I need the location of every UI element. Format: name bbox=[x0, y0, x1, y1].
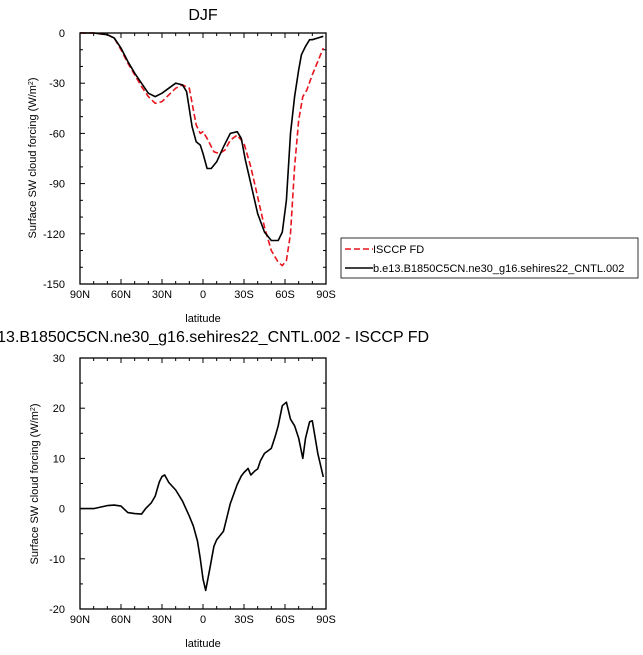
axis-ticks: 90N 60N 30N 0 30S 60S 90S 0 -30 -60 -90 -120 -150 bbox=[43, 28, 336, 301]
chart-title: DJF bbox=[188, 7, 218, 24]
y-axis-label: Surface SW cloud forcing (W/m2) bbox=[27, 77, 39, 238]
series-line-isccp bbox=[80, 32, 325, 267]
y-tick-label: -60 bbox=[49, 128, 65, 140]
y-tick-label: -10 bbox=[49, 554, 65, 566]
y-tick-label: -90 bbox=[49, 179, 65, 191]
x-tick-label: 30N bbox=[152, 614, 172, 626]
y-tick-label: 20 bbox=[53, 403, 65, 415]
x-tick-label: 60S bbox=[275, 614, 295, 626]
y-tick-label: 0 bbox=[59, 504, 65, 516]
x-axis-label: latitude bbox=[185, 313, 220, 325]
x-tick-label: 30N bbox=[152, 289, 172, 301]
series-lines bbox=[80, 401, 325, 592]
y-tick-label: 0 bbox=[59, 28, 65, 40]
x-tick-label: 90N bbox=[70, 289, 90, 301]
y-tick-label: 10 bbox=[53, 453, 65, 465]
x-tick-label: 90S bbox=[316, 614, 336, 626]
y-tick-label: -30 bbox=[49, 78, 65, 90]
x-tick-label: 60S bbox=[275, 289, 295, 301]
plot-frame bbox=[79, 357, 327, 610]
y-tick-label: 30 bbox=[53, 353, 65, 365]
x-axis-label: latitude bbox=[185, 638, 220, 650]
x-tick-label: 60N bbox=[111, 614, 131, 626]
x-tick-label: 30S bbox=[234, 289, 254, 301]
x-tick-label: 90N bbox=[70, 614, 90, 626]
x-tick-label: 60N bbox=[111, 289, 131, 301]
series-line-model bbox=[80, 32, 324, 242]
x-tick-label: 30S bbox=[234, 614, 254, 626]
series-line-model bbox=[80, 401, 325, 592]
x-tick-label: 90S bbox=[316, 289, 336, 301]
legend-label-isccp: ISCCP FD bbox=[373, 244, 424, 256]
legend: ISCCP FD b.e13.B1850C5CN.ne30_g16.sehire… bbox=[340, 237, 639, 279]
y-tick-label: -120 bbox=[43, 229, 65, 241]
top-chart: DJF 90N 60N 30N 0 30S 60S 90S 0 -30 -60 -90 -120 -15… bbox=[27, 7, 639, 325]
legend-box bbox=[340, 237, 639, 279]
axis-ticks: 90N 60N 30N 0 30S 60S 90S -20 -10 0 10 20 30 bbox=[49, 353, 336, 626]
bottom-chart: b.e13.B1850C5CN.ne30_g16.sehires22_CNTL.… bbox=[0, 329, 429, 650]
y-tick-label: -20 bbox=[49, 604, 65, 616]
chart-title: b.e13.B1850C5CN.ne30_g16.sehires22_CNTL.… bbox=[0, 329, 429, 346]
x-tick-label: 0 bbox=[200, 289, 206, 301]
y-axis-label: Surface SW cloud forcing (W/m2) bbox=[29, 403, 41, 564]
legend-label-model: b.e13.B1850C5CN.ne30_g16.sehires22_CNTL.… bbox=[373, 263, 624, 275]
y-tick-label: -150 bbox=[43, 279, 65, 291]
series-lines bbox=[80, 32, 325, 267]
x-tick-label: 0 bbox=[200, 614, 206, 626]
